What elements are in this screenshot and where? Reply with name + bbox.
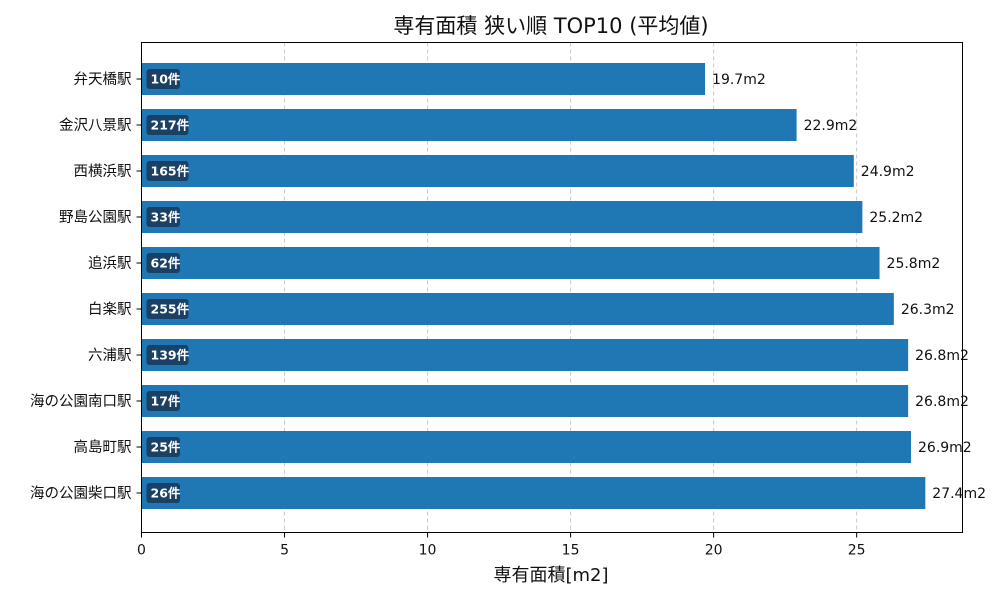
count-label: 62件 [151, 256, 181, 271]
category-label: 海の公園柴口駅 [30, 485, 132, 502]
count-badge [146, 483, 180, 503]
count-badge [146, 299, 189, 319]
x-axis-ticks: 0 5 10 15 20 25 [137, 532, 866, 559]
x-tick-label: 10 [419, 543, 437, 559]
bar [141, 63, 706, 95]
category-label: 野島公園駅 [59, 209, 132, 226]
count-badge [146, 253, 180, 273]
count-badge [146, 437, 180, 457]
x-tick-label: 20 [705, 543, 723, 559]
count-label: 139件 [151, 348, 190, 363]
x-axis-label: 専有面積[m2] [493, 565, 608, 586]
bars-group: 10件 19.7m2 217件 22.9m2 165件 24.9m2 33件 25.2m2 62… [141, 63, 986, 509]
count-label: 25件 [151, 440, 181, 455]
count-label: 10件 [151, 72, 181, 87]
value-label: 26.3m2 [901, 302, 955, 318]
value-label: 27.4m2 [932, 486, 986, 502]
value-label: 24.9m2 [861, 164, 915, 180]
count-label: 26件 [151, 486, 181, 501]
category-label: 弁天橋駅 [74, 71, 132, 88]
count-badge [146, 345, 189, 365]
count-badge [146, 161, 189, 181]
bar [141, 247, 880, 279]
chart-title: 専有面積 狭い順 TOP10 (平均値) [393, 14, 708, 38]
value-label: 26.8m2 [915, 394, 969, 410]
x-tick-label: 25 [848, 543, 866, 559]
count-label: 217件 [151, 118, 190, 133]
count-badge [146, 207, 180, 227]
value-label: 25.8m2 [887, 256, 941, 272]
x-tick-label: 0 [137, 543, 146, 559]
category-label: 追浜駅 [88, 255, 132, 272]
bar [141, 385, 909, 417]
bar [141, 201, 863, 233]
value-label: 22.9m2 [804, 118, 858, 134]
category-label: 六浦駅 [88, 347, 132, 364]
category-label: 高島町駅 [74, 439, 132, 456]
value-label: 26.8m2 [915, 348, 969, 364]
value-label: 19.7m2 [712, 72, 766, 88]
count-badge [146, 69, 180, 89]
category-label: 海の公園南口駅 [30, 393, 132, 410]
count-label: 33件 [151, 210, 181, 225]
count-label: 17件 [151, 394, 181, 409]
bar [141, 155, 854, 187]
value-label: 26.9m2 [918, 440, 972, 456]
count-label: 255件 [151, 302, 190, 317]
count-label: 165件 [151, 164, 190, 179]
bar [141, 293, 894, 325]
y-axis-ticks: 弁天橋駅金沢八景駅西横浜駅野島公園駅追浜駅白楽駅六浦駅海の公園南口駅高島町駅海の… [30, 71, 142, 502]
count-badge [146, 391, 180, 411]
bar [141, 431, 912, 463]
plot-frame [141, 42, 963, 533]
bar [141, 109, 797, 141]
x-tick-label: 15 [562, 543, 580, 559]
bar [141, 339, 909, 371]
category-label: 金沢八景駅 [59, 117, 132, 134]
bar [141, 477, 926, 509]
value-label: 25.2m2 [869, 210, 923, 226]
category-label: 西横浜駅 [74, 163, 132, 180]
count-badge [146, 115, 189, 135]
category-label: 白楽駅 [88, 301, 132, 318]
x-tick-label: 5 [280, 543, 289, 559]
